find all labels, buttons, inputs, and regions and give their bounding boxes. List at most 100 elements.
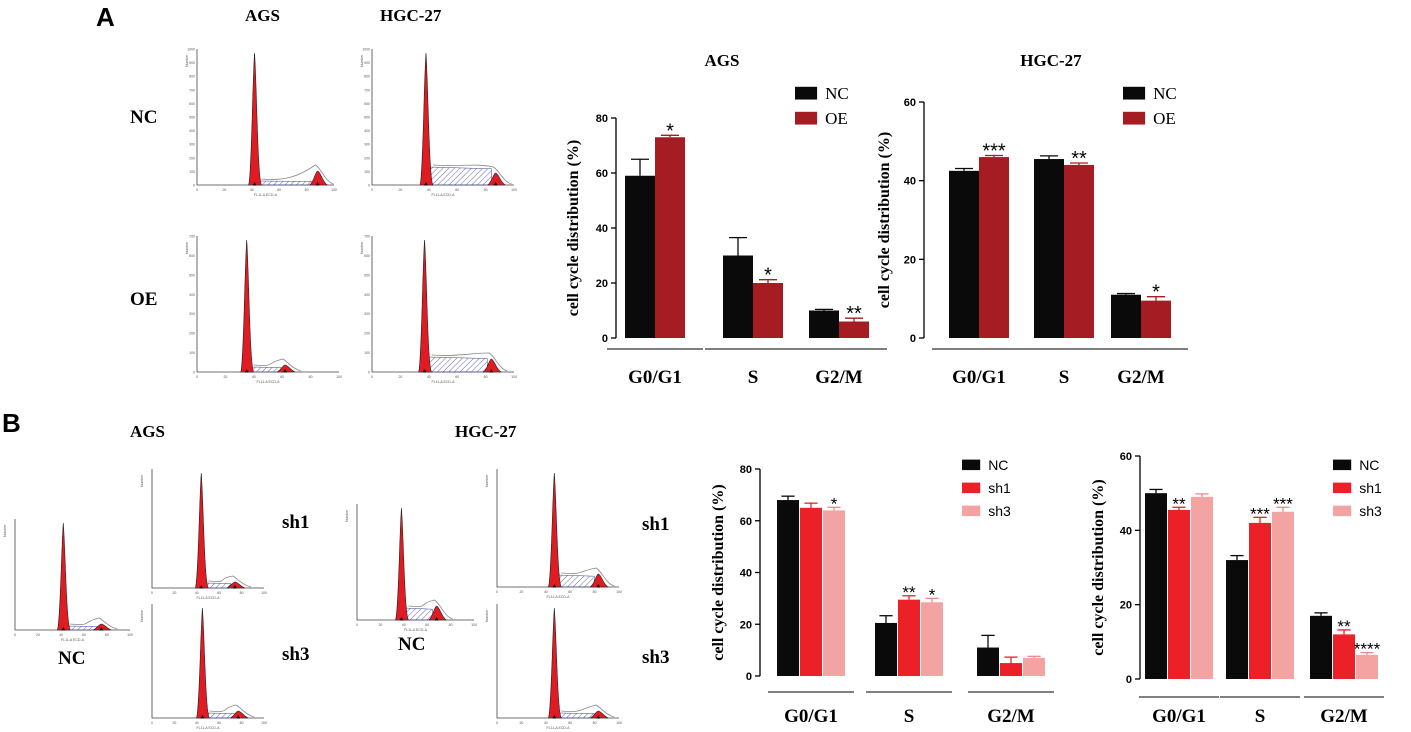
bar-oe-g2m — [1141, 300, 1171, 338]
hist-label-ags-sh1: sh1 — [282, 512, 309, 533]
histogram-y-tick: 700 — [189, 235, 195, 239]
y-tick-label: 40 — [904, 176, 916, 188]
hist-col-label-ags: AGS — [245, 6, 280, 25]
histogram-peak-marker — [423, 182, 428, 186]
histogram-peak-marker — [489, 369, 494, 373]
histogram-x-tick: 80 — [593, 590, 597, 594]
histogram-b-ags-sh1: 0 20 40 60 80 100 FL11-A ECD-A Number — [140, 469, 267, 600]
y-tick-label: 40 — [1120, 525, 1132, 537]
bar-chart-a-hgc27: HGC-27 0 20 40 60 cell cycle distribution (%)… — [876, 51, 1188, 388]
histogram-fit-line — [253, 358, 302, 372]
histogram-y-tick: 800 — [364, 75, 370, 79]
histogram-x-tick: 100 — [336, 375, 342, 379]
legend-swatch — [1123, 111, 1146, 125]
hist-group-label-hgc27: HGC-27 — [455, 422, 517, 441]
histogram-g2-peak — [590, 710, 609, 719]
legend-swatch — [1333, 482, 1352, 494]
histogram-fit-line — [408, 599, 453, 620]
histogram-y-tick: 100 — [364, 170, 370, 174]
histogram-fit-line — [208, 575, 251, 588]
histogram-y-label: Number — [485, 474, 489, 487]
histogram-x-tick: 60 — [425, 623, 429, 627]
legend-label: NC — [1153, 84, 1177, 103]
histogram-x-tick: 20 — [36, 633, 40, 637]
histogram-y-tick: 800 — [189, 75, 195, 79]
bar-oe-g2m — [839, 321, 869, 338]
histogram-x-tick: 80 — [305, 188, 309, 192]
category-label: G0/G1 — [784, 706, 838, 727]
significance-marker: * — [764, 265, 772, 287]
histogram-y-tick: 300 — [364, 312, 370, 316]
histogram-g2-peak — [590, 573, 609, 588]
histogram-x-tick: 80 — [484, 188, 488, 192]
hist-label-hgc-nc: NC — [398, 634, 425, 655]
histogram-x-tick: 80 — [240, 721, 244, 725]
y-tick-label: 60 — [1120, 451, 1132, 463]
histogram-x-tick: 0 — [371, 188, 373, 192]
histogram-x-tick: 60 — [217, 721, 221, 725]
histogram-axes — [196, 236, 339, 373]
legend-swatch — [795, 111, 818, 125]
legend-swatch — [1333, 459, 1352, 471]
y-tick-label: 0 — [910, 333, 916, 345]
histogram-x-label: FL11-A ECD-A — [61, 638, 85, 642]
histogram-peak-marker — [315, 182, 320, 186]
hist-row-label-oe: OE — [130, 289, 157, 310]
significance-marker: ** — [846, 303, 862, 325]
histogram-peak-marker — [399, 617, 404, 621]
bar-nc-g2m — [1310, 615, 1332, 679]
category-label: G2/M — [815, 367, 863, 388]
hist-row-label-nc: NC — [130, 107, 157, 128]
histogram-y-tick: 0 — [368, 371, 370, 375]
histogram-s-phase — [205, 712, 235, 719]
histogram-y-label: Number — [3, 524, 7, 537]
histogram-y-tick: 500 — [189, 116, 195, 120]
bar-sh1-g2m — [1000, 663, 1022, 676]
hist-group-label-ags: AGS — [130, 422, 165, 441]
histogram-g2-peak — [309, 170, 328, 186]
histogram-y-label: Number — [140, 474, 144, 487]
significance-marker: *** — [1250, 504, 1270, 523]
legend-label: sh3 — [988, 503, 1011, 519]
hist-label-hgc-sh3: sh3 — [642, 647, 669, 668]
histogram-a-ags-nc: 0 100 200 300 400 500 600 700 800 900 1000 0 20 40 60 8… — [185, 48, 337, 198]
bar-nc-g2m — [977, 647, 999, 676]
bar-nc-g0g1 — [625, 175, 655, 338]
histogram-x-tick: 0 — [151, 591, 153, 595]
histogram-x-tick: 40 — [252, 375, 256, 379]
bar-sh3-g0g1 — [823, 510, 845, 676]
y-tick-label: 40 — [596, 223, 608, 235]
histogram-y-label: Number — [185, 54, 189, 67]
bar-sh3-g2m — [1356, 654, 1378, 679]
histogram-y-tick: 700 — [364, 235, 370, 239]
histogram-x-label: FL11-A ECD-A — [257, 380, 281, 384]
histogram-s-phase — [257, 180, 314, 186]
histogram-y-tick: 700 — [189, 88, 195, 92]
histogram-x-tick: 40 — [59, 633, 63, 637]
histogram-x-label: FL11-A ECD-A — [547, 595, 571, 599]
histogram-x-tick: 0 — [196, 375, 198, 379]
histogram-x-label: FL11-A ECD-A — [432, 193, 456, 197]
histogram-y-label: Number — [185, 241, 189, 254]
significance-marker: * — [831, 494, 838, 513]
legend-label: OE — [825, 109, 848, 128]
y-tick-label: 60 — [740, 516, 752, 528]
histogram-x-tick: 40 — [544, 721, 548, 725]
category-label: S — [1059, 367, 1070, 388]
significance-marker: **** — [1354, 640, 1381, 659]
y-tick-label: 0 — [602, 333, 608, 345]
histogram-y-tick: 200 — [189, 156, 195, 160]
histogram-y-tick: 200 — [364, 156, 370, 160]
histogram-x-tick: 80 — [593, 721, 597, 725]
histogram-a-hgc27-oe: 0 100 200 300 400 500 600 700 0 20 40 60 80 100 FL11-A… — [360, 235, 517, 385]
legend-label: NC — [1359, 457, 1379, 473]
histogram-y-tick: 0 — [193, 184, 195, 188]
histogram-y-tick: 100 — [364, 351, 370, 355]
histogram-axes — [196, 49, 334, 186]
category-label: S — [904, 706, 915, 727]
histogram-s-phase — [249, 366, 282, 373]
histogram-fit-line — [70, 617, 118, 630]
histogram-g2-peak — [93, 623, 112, 631]
bar-sh1-s — [898, 599, 920, 676]
bar-sh3-s — [921, 602, 943, 676]
